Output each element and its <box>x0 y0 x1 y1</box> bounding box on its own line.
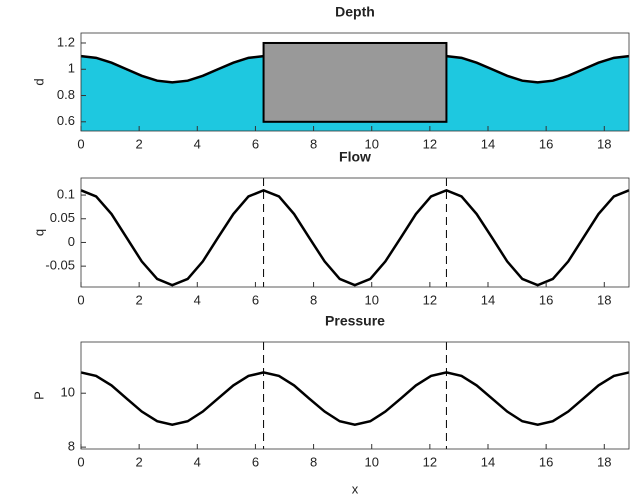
y-tick-label: 0.8 <box>57 87 75 102</box>
y-axis-label: q <box>31 229 46 236</box>
axes-box <box>80 177 630 288</box>
x-tick-label: 16 <box>539 136 553 151</box>
y-tick-label: 1.2 <box>57 34 75 49</box>
y-tick-label: 0 <box>68 234 75 249</box>
x-tick-label: 4 <box>194 454 201 469</box>
x-tick-label: 0 <box>77 454 84 469</box>
y-tick-label: 8 <box>68 439 75 454</box>
y-axis-label: d <box>31 78 46 85</box>
x-tick-label: 8 <box>310 136 317 151</box>
x-tick-label: 12 <box>423 136 437 151</box>
x-tick-label: 0 <box>77 292 84 307</box>
x-tick-label: 6 <box>252 136 259 151</box>
x-tick-label: 4 <box>194 136 201 151</box>
subplot-title: Flow <box>339 149 371 165</box>
x-tick-label: 14 <box>481 136 495 151</box>
axes-box <box>80 341 630 450</box>
line <box>80 188 630 287</box>
x-tick-label: 2 <box>136 454 143 469</box>
y-tick-label: 0.6 <box>57 113 75 128</box>
y-tick-label: 0.05 <box>50 210 75 225</box>
axes-box <box>80 32 630 132</box>
x-tick-label: 14 <box>481 292 495 307</box>
subplot-title: Depth <box>335 4 375 20</box>
x-tick-label: 16 <box>539 292 553 307</box>
x-tick-label: 16 <box>539 454 553 469</box>
x-tick-label: 10 <box>364 454 378 469</box>
obstacle <box>262 41 448 123</box>
y-tick-label: 10 <box>61 385 75 400</box>
subplot-title: Pressure <box>325 313 385 329</box>
x-tick-label: 8 <box>310 292 317 307</box>
x-tick-label: 4 <box>194 292 201 307</box>
y-tick-label: 0.1 <box>57 186 75 201</box>
x-tick-label: 10 <box>364 292 378 307</box>
line <box>80 371 630 427</box>
x-tick-label: 10 <box>364 136 378 151</box>
x-tick-label: 2 <box>136 136 143 151</box>
y-tick-label: -0.05 <box>45 258 75 273</box>
x-tick-label: 0 <box>77 136 84 151</box>
x-tick-label: 6 <box>252 454 259 469</box>
x-tick-label: 2 <box>136 292 143 307</box>
x-tick-label: 14 <box>481 454 495 469</box>
x-tick-label: 18 <box>597 136 611 151</box>
x-tick-label: 18 <box>597 292 611 307</box>
x-tick-label: 8 <box>310 454 317 469</box>
x-axis-label: x <box>352 481 359 496</box>
x-tick-label: 6 <box>252 292 259 307</box>
y-axis-label: P <box>31 391 46 400</box>
y-tick-label: 1 <box>68 61 75 76</box>
x-tick-label: 18 <box>597 454 611 469</box>
x-tick-label: 12 <box>423 454 437 469</box>
x-tick-label: 12 <box>423 292 437 307</box>
